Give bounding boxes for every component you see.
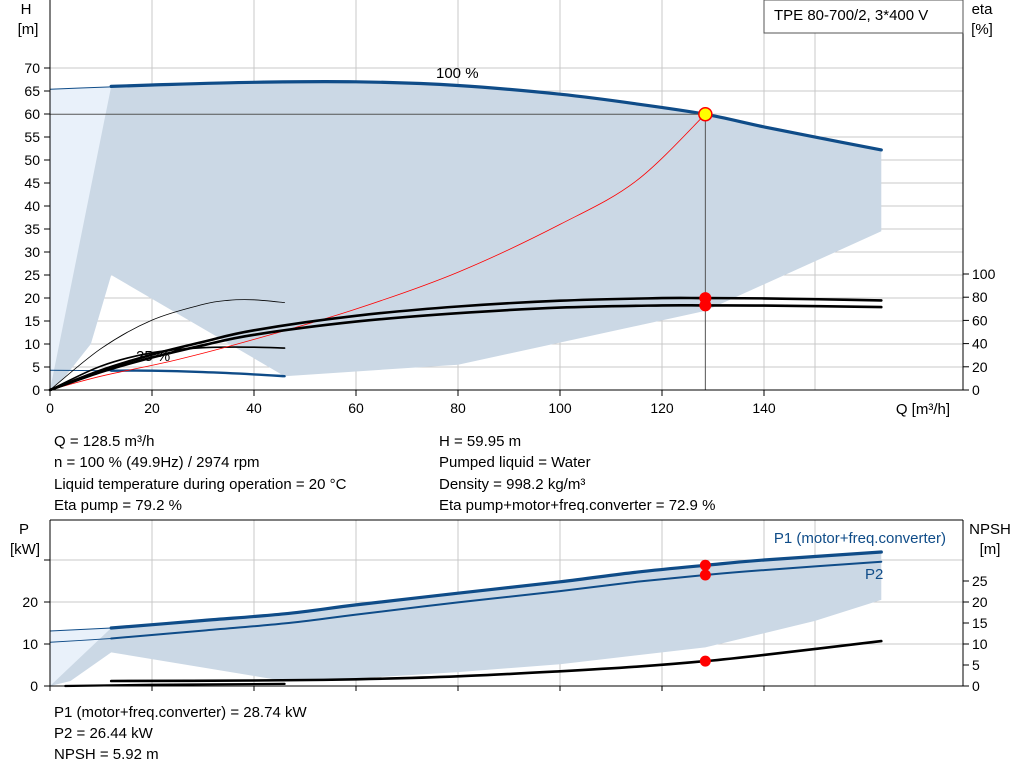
y-right-label-bottom-1: NPSH [969,521,1011,538]
top-eta-tick-label: 100 [972,266,996,282]
bottom-npsh-tick-label: 10 [972,636,988,652]
duty-point-marker [698,106,713,122]
y-left-label-top-1: H [21,1,32,18]
bottom-npsh-tick-label: 20 [972,594,988,610]
top-eta-tick-label: 20 [972,359,988,375]
top-axes: 0 5 10 15 20 25 30 35 40 45 50 55 60 65 70 0 20 40 60 80 100… [24,0,996,416]
top-x-tick-label: 20 [144,400,160,416]
y-left-label-top-2: [m] [18,21,39,38]
info-h: H = 59.95 m [439,433,522,450]
curve-25-efficiency [49,346,286,391]
top-y-tick-label: 30 [24,244,40,260]
y-left-label-bottom-1: P [19,521,29,538]
top-y-tick-label: 0 [32,382,40,398]
bottom-npsh-tick-label: 0 [972,678,980,694]
curve-npsh [109,639,883,683]
bottom-npsh-tick-label: 5 [972,657,980,673]
p2-marker [699,569,711,581]
top-y-tick-label: 65 [24,83,40,99]
top-y-tick-label: 5 [32,359,40,375]
curve-eta-total [48,303,883,392]
x-axis-label-top: Q [m³/h] [896,401,950,418]
top-x-tick-label: 80 [450,400,466,416]
bottom-series [49,550,883,688]
p2-curve-label: P2 [865,566,883,583]
curve-p1 [109,550,883,630]
top-y-tick-label: 45 [24,175,40,191]
info-liquid: Pumped liquid = Water [439,454,591,471]
info-npsh: NPSH = 5.92 m [54,746,159,763]
system-curve [49,113,706,391]
top-y-tick-label: 20 [24,290,40,306]
p1-marker [699,559,711,571]
top-y-tick-label: 40 [24,198,40,214]
top-y-tick-label: 10 [24,336,40,352]
curve-eta-pump [48,296,883,392]
top-y-tick-label: 15 [24,313,40,329]
top-series [48,79,883,392]
y-right-label-top-1: eta [972,1,994,18]
info-p1: P1 (motor+freq.converter) = 28.74 kW [54,704,307,721]
info-q: Q = 128.5 m³/h [54,433,155,450]
bottom-p-tick-label: 0 [30,678,38,694]
top-x-tick-label: 140 [752,400,776,416]
bottom-npsh-tick-label: 25 [972,573,988,589]
label-25-percent: 25 % [136,348,170,365]
bottom-operating-band [50,552,882,686]
top-eta-tick-label: 80 [972,289,988,305]
bottom-p-tick-label: 10 [22,636,38,652]
top-x-tick-label: 100 [548,400,572,416]
info-temperature: Liquid temperature during operation = 20… [54,476,347,493]
y-right-label-top-2: [%] [971,21,993,38]
head-curve-chart: 0 5 10 15 20 25 30 35 40 45 50 55 60 65 70 0 20 40 60 80 100… [18,0,996,418]
bottom-axes: 0 10 20 0 5 10 15 20 25 [22,519,988,694]
model-box [763,0,964,34]
npsh-marker [699,655,711,667]
curve-100-extension [49,86,112,90]
curve-p1-extension [49,627,112,632]
y-left-label-bottom-2: [kW] [10,541,40,558]
top-x-tick-label: 40 [246,400,262,416]
info-density: Density = 998.2 kg/m³ [439,476,586,493]
top-eta-tick-label: 60 [972,312,988,328]
curve-25-percent [110,369,286,378]
top-operating-band [50,81,882,390]
curve-thin-arc [49,299,285,391]
info-p2: P2 = 26.44 kW [54,725,153,742]
eta-total-marker [699,299,712,312]
top-eta-tick-label: 40 [972,336,988,352]
label-100-percent: 100 % [436,65,479,82]
info-speed: n = 100 % (49.9Hz) / 2974 rpm [54,454,260,471]
top-x-tick-label: 120 [650,400,674,416]
bottom-npsh-tick-label: 15 [972,615,988,631]
info-eta-total: Eta pump+motor+freq.converter = 72.9 % [439,497,716,514]
curve-p2 [110,560,883,640]
top-y-tick-label: 35 [24,221,40,237]
top-x-tick-label: 0 [46,400,54,416]
bottom-p-tick-label: 20 [22,594,38,610]
info-eta-pump: Eta pump = 79.2 % [54,497,182,514]
top-y-tick-label: 70 [24,60,40,76]
curve-p2-extension [49,638,112,643]
power-npsh-chart: 0 10 20 0 5 10 15 20 25 P [kW] NPSH [m] P1 (moto… [10,519,1011,694]
top-x-tick-label: 60 [348,400,364,416]
top-y-tick-label: 50 [24,152,40,168]
curve-100-percent [109,79,883,152]
p1-curve-label: P1 (motor+freq.converter) [774,530,946,547]
model-label: TPE 80-700/2, 3*400 V [774,7,928,24]
top-eta-tick-label: 0 [972,382,980,398]
top-y-tick-label: 55 [24,129,40,145]
top-y-tick-label: 60 [24,106,40,122]
top-y-tick-label: 25 [24,267,40,283]
y-right-label-bottom-2: [m] [980,541,1001,558]
